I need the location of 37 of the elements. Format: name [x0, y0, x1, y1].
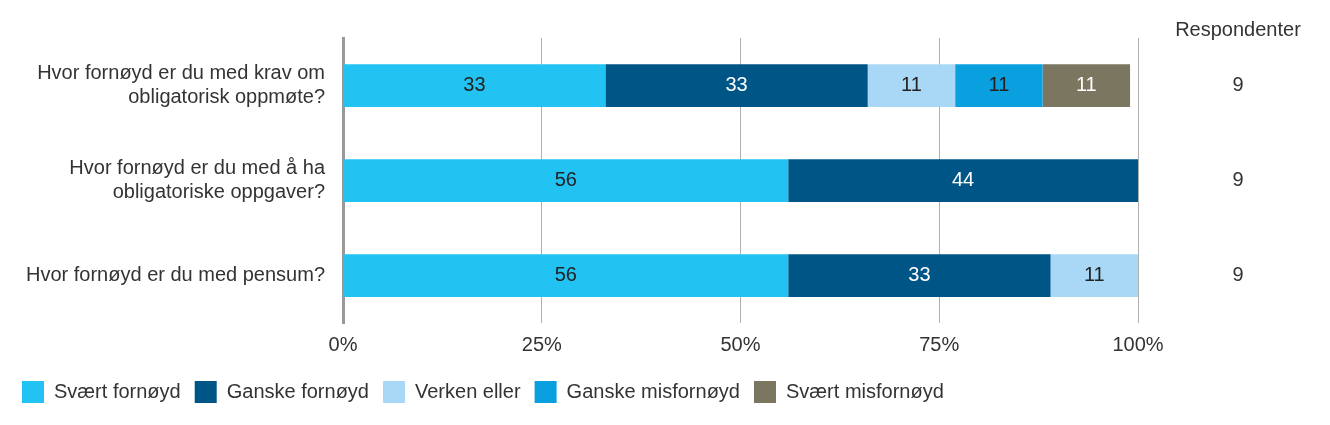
data-label: 11 [901, 73, 922, 96]
y-tick-label: Hvor fornøyd er du med krav om obligatorisk oppmøte? [37, 61, 326, 108]
text: 9 [1232, 168, 1244, 191]
bar [1042, 64, 1131, 107]
x-tick-label: 25% [521, 332, 562, 355]
legend-label: Svært fornøyd [54, 379, 181, 402]
bar [1050, 254, 1138, 297]
data-label: 33 [463, 73, 486, 96]
bar [955, 64, 1043, 107]
data-label: 33 [908, 263, 931, 286]
y-tick-label: Hvor fornøyd er du med pensum? [25, 263, 326, 286]
y-tick-label: Hvor fornøyd er du med å ha obligatoriske oppgaver? [69, 156, 326, 203]
bar [788, 159, 1138, 202]
bar [605, 64, 868, 107]
x-tick-label: 0% [328, 332, 358, 355]
bar [343, 254, 789, 297]
text: Respondenter [1175, 17, 1302, 40]
data-label: 56 [554, 168, 577, 191]
x-tick-label: 75% [919, 332, 960, 355]
bar [788, 254, 1051, 297]
bar [343, 159, 789, 202]
data-label: 44 [951, 168, 975, 191]
data-label: 11 [988, 73, 1010, 96]
x-tick-label: 50% [720, 332, 761, 355]
legend-label: Ganske fornøyd [226, 379, 369, 402]
text: 9 [1232, 263, 1244, 286]
bar [343, 64, 606, 107]
data-label: 33 [725, 73, 748, 96]
text: 9 [1232, 73, 1244, 96]
bar [867, 64, 956, 107]
legend-label: Ganske misfornøyd [566, 379, 740, 402]
data-label: 11 [1083, 263, 1105, 286]
data-label: 56 [554, 263, 577, 286]
x-tick-label: 100% [1112, 332, 1164, 355]
data-label: 11 [1075, 73, 1097, 96]
legend-label: Verken eller [414, 379, 521, 402]
legend-label: Svært misfornøyd [785, 379, 944, 402]
